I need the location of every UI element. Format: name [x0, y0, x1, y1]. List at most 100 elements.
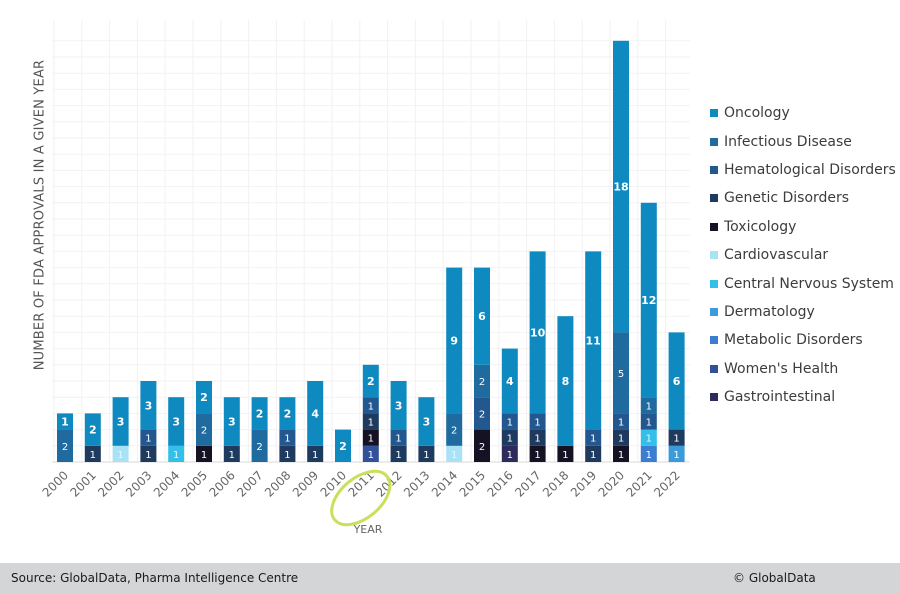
- bar-segment: [501, 429, 518, 446]
- bar-value-label: 1: [395, 450, 401, 461]
- bar-segment: [585, 251, 602, 430]
- y-axis-label: NUMBER OF FDA APPROVALS IN A GIVEN YEAR: [32, 59, 48, 371]
- bar-value-label: 9: [450, 335, 458, 348]
- bar-segment: [362, 445, 379, 462]
- bar-value-label: 3: [145, 399, 153, 412]
- legend-swatch: [710, 336, 718, 345]
- legend: Oncology Infectious Disease Hematological …: [710, 99, 896, 411]
- bar-value-label: 4: [506, 375, 514, 388]
- bar-segment: [390, 445, 407, 462]
- legend-label: Infectious Disease: [724, 133, 852, 150]
- bar-value-label: 1: [507, 434, 513, 445]
- bar-segment: [668, 332, 685, 430]
- bar-value-label: 6: [478, 310, 486, 323]
- bar-segment: [140, 445, 157, 462]
- x-tick-label: 2022: [651, 468, 682, 499]
- bar-value-label: 1: [284, 450, 290, 461]
- bar-segment: [57, 413, 73, 430]
- x-tick-label: 2006: [206, 468, 237, 499]
- bar-segment: [668, 429, 685, 446]
- legend-item: Central Nervous System: [710, 269, 896, 297]
- bar-value-label: 1: [507, 418, 513, 429]
- bar-value-label: 8: [562, 375, 570, 388]
- bar-value-label: 2: [200, 391, 208, 404]
- bar-segment: [446, 267, 463, 414]
- bar-segment: [168, 397, 185, 446]
- x-tick-label: 2015: [457, 468, 488, 499]
- bar-segment: [279, 429, 296, 446]
- bar-value-label: 1: [145, 450, 151, 461]
- legend-label: Gastrointestinal: [724, 389, 836, 406]
- bar-value-label: 1: [590, 450, 596, 461]
- bar-value-label: 2: [451, 426, 457, 437]
- bar-value-label: 2: [479, 442, 485, 453]
- bar-value-label: 6: [673, 375, 681, 388]
- bar-segment: [168, 445, 185, 462]
- bar-segment: [474, 397, 490, 430]
- bar-value-label: 1: [646, 418, 652, 429]
- bar-value-label: 2: [479, 409, 485, 420]
- bar-value-label: 1: [646, 434, 652, 445]
- chart: 2112131131312213221121421111211313129222…: [40, 20, 690, 527]
- x-tick-label: 2016: [484, 468, 515, 499]
- legend-item: Oncology: [710, 99, 896, 127]
- x-tick-label: 2004: [151, 468, 182, 499]
- x-tick-label: 2007: [234, 468, 265, 499]
- bar-segment: [474, 429, 490, 462]
- bar-segment: [501, 445, 518, 462]
- bar-value-label: 1: [618, 418, 624, 429]
- x-tick-label: 2018: [540, 468, 571, 499]
- legend-item: Genetic Disorders: [710, 184, 896, 212]
- bar-segment: [196, 381, 212, 414]
- bar-segment: [529, 413, 546, 430]
- bar-value-label: 1: [145, 434, 151, 445]
- bar-segment: [585, 429, 602, 446]
- bar-segment: [279, 445, 296, 462]
- source-text: Source: GlobalData, Pharma Intelligence …: [11, 571, 299, 585]
- legend-item: Gastrointestinal: [710, 383, 896, 411]
- bar-segment: [474, 364, 490, 398]
- bar-value-label: 2: [339, 440, 347, 453]
- bar-segment: [613, 413, 629, 430]
- bar-segment: [418, 445, 435, 462]
- x-tick-label: 2020: [596, 468, 627, 499]
- bar-value-label: 1: [395, 434, 401, 445]
- legend-swatch: [710, 364, 718, 373]
- legend-item: Cardiovascular: [710, 241, 896, 269]
- bar-value-label: 1: [368, 434, 374, 445]
- bar-value-label: 1: [534, 418, 540, 429]
- x-tick-label: 2019: [568, 468, 599, 499]
- bar-segment: [446, 413, 463, 446]
- bar-segment: [446, 445, 463, 462]
- x-tick-label: 2001: [67, 468, 98, 499]
- bar-segment: [362, 364, 379, 398]
- bar-value-label: 2: [284, 407, 292, 420]
- bar-value-label: 1: [646, 401, 652, 412]
- bar-segment: [251, 429, 268, 462]
- legend-swatch: [710, 137, 718, 146]
- x-tick-label: 2014: [429, 468, 460, 499]
- bar-segment: [223, 397, 240, 446]
- legend-item: Metabolic Disorders: [710, 326, 896, 354]
- bar-segment: [585, 445, 602, 462]
- bar-value-label: 1: [90, 450, 96, 461]
- bar-value-label: 3: [117, 416, 125, 429]
- legend-swatch: [710, 393, 718, 402]
- legend-swatch: [710, 194, 718, 203]
- gridlines: [52, 20, 690, 463]
- legend-swatch: [710, 109, 718, 118]
- legend-label: Women's Health: [724, 360, 839, 377]
- bar-value-label: 3: [423, 416, 431, 429]
- bar-segment: [613, 332, 629, 414]
- bar-segment: [307, 381, 324, 446]
- bar-value-label: 1: [534, 434, 540, 445]
- bar-segment: [529, 445, 546, 462]
- legend-item: Women's Health: [710, 355, 896, 383]
- bar-value-label: 1: [451, 450, 457, 461]
- bar-segment: [418, 397, 435, 446]
- legend-label: Metabolic Disorders: [724, 332, 863, 349]
- legend-swatch: [710, 307, 718, 316]
- bar-value-label: 1: [423, 450, 429, 461]
- bar-segment: [112, 445, 129, 462]
- bar-value-label: 11: [586, 335, 601, 348]
